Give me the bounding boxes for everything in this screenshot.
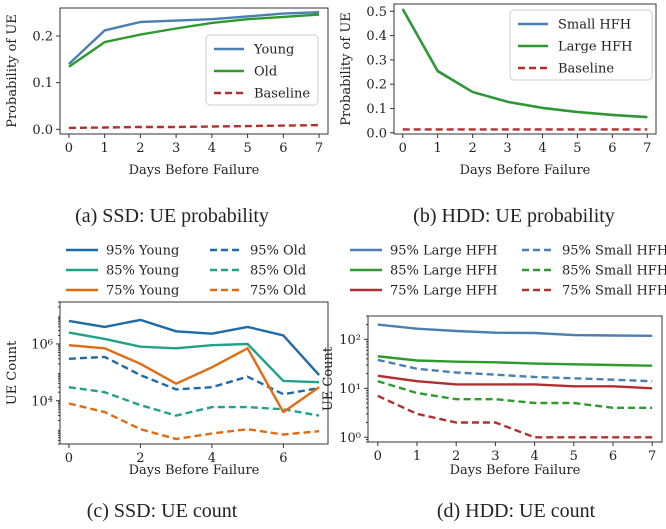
legend-label: 95% Small HFH [562, 244, 666, 259]
x-tick-label: 4 [530, 449, 538, 464]
y-axis-label: UE Count [5, 340, 20, 405]
series-line-95-small-hfh [377, 358, 653, 383]
chart-d: 0 1 2 3 4 5 6 7 10⁰ 10¹ 10² Days Before Failure UE C… [321, 244, 666, 523]
plot-frame [367, 315, 663, 443]
y-tick-label: 0.1 [366, 102, 387, 117]
x-tick-label: 1 [101, 141, 109, 156]
legend-box [509, 9, 653, 81]
x-tick-label: 4 [208, 141, 216, 156]
series-line-95-old [68, 355, 320, 396]
y-tick-label: 0.4 [366, 29, 387, 44]
legend-label: 75% Young [106, 284, 179, 299]
x-tick-label: 2 [452, 449, 460, 464]
y-tick-label: 10⁴ [31, 394, 53, 409]
legend-label: 75% Old [250, 284, 306, 299]
series-line-85-old [68, 386, 320, 417]
y-tick-label: 0.2 [32, 30, 53, 45]
legend-label: 75% Small HFH [562, 284, 666, 299]
legend-label: 85% Young [106, 264, 179, 279]
legend-label: Small HFH [558, 18, 631, 33]
chart-c: 0 2 4 6 10⁴ 10⁶ Days Before Failure UE Count 95%… [5, 244, 329, 522]
x-axis-label: Days Before Failure [450, 463, 581, 478]
legend-label: 95% Large HFH [390, 244, 497, 259]
y-axis-label: UE Count [321, 346, 336, 411]
x-tick-label: 0 [374, 449, 382, 464]
x-axis-label: Days Before Failure [129, 163, 260, 178]
x-tick-label: 5 [573, 141, 581, 156]
x-tick-label: 0 [65, 451, 73, 466]
legend-label: Old [254, 65, 277, 80]
legend-label: 75% Large HFH [390, 284, 497, 299]
legend-label: Large HFH [558, 40, 632, 55]
series-line-85-small-hfh [377, 380, 653, 409]
x-tick-label: 0 [399, 141, 407, 156]
y-tick-label: 10⁶ [31, 337, 53, 352]
x-tick-label: 7 [315, 141, 323, 156]
series-line-75-young [68, 344, 320, 414]
chart-caption: (c) SSD: UE count [87, 500, 238, 522]
legend-label: 85% Small HFH [562, 264, 666, 279]
y-tick-label: 0.1 [32, 76, 53, 91]
x-tick-label: 7 [648, 449, 656, 464]
legend-label: Baseline [558, 62, 614, 77]
y-tick-label: 0.0 [32, 123, 53, 138]
series-line-young [68, 11, 320, 65]
y-tick-label: 10¹ [339, 382, 361, 397]
series-line-95-large-hfh [377, 323, 653, 337]
series-line-large-hfh [401, 8, 648, 119]
plot-frame [59, 7, 329, 135]
x-tick-label: 7 [643, 141, 651, 156]
y-tick-label: 0.5 [366, 5, 387, 20]
legend-label: 85% Large HFH [390, 264, 497, 279]
x-tick-label: 0 [65, 141, 73, 156]
x-tick-label: 3 [491, 449, 499, 464]
y-axis-label: Probability of UE [5, 14, 20, 128]
series-line-75-small-hfh [377, 394, 653, 439]
series-line-95-young [68, 318, 320, 376]
x-tick-label: 6 [608, 141, 616, 156]
x-tick-label: 4 [208, 451, 216, 466]
y-tick-label: 10² [339, 333, 361, 348]
x-tick-label: 1 [434, 141, 442, 156]
series-line-75-old [68, 402, 320, 441]
series-line-75-large-hfh [377, 374, 653, 390]
x-axis-label: Days Before Failure [129, 463, 260, 478]
series-line-85-young [68, 331, 320, 384]
y-tick-label: 0.2 [366, 78, 387, 93]
x-tick-label: 2 [136, 451, 144, 466]
x-tick-label: 6 [279, 451, 287, 466]
y-tick-label: 0.3 [366, 53, 387, 68]
legend-box [205, 34, 319, 106]
x-tick-label: 2 [136, 141, 144, 156]
legend-label: 95% Young [106, 244, 179, 259]
x-tick-label: 6 [609, 449, 617, 464]
legend-label: 85% Old [250, 264, 306, 279]
series-line-baseline [68, 123, 320, 130]
x-tick-label: 6 [279, 141, 287, 156]
chart-caption: (a) SSD: UE probability [75, 205, 269, 227]
series-line-85-large-hfh [377, 355, 653, 367]
chart-b: 0 1 2 3 4 5 6 7 0.0 0.1 0.2 0.3 0.4 0.5 Days Before Fa… [339, 3, 657, 227]
legend-label: 95% Old [250, 244, 306, 259]
x-tick-label: 3 [172, 141, 180, 156]
series-line-old [68, 13, 320, 68]
chart-a: 0 1 2 3 4 5 6 7 0.0 0.1 0.2 Days Before Failure Prob… [5, 7, 329, 227]
y-tick-label: 0.0 [366, 126, 387, 141]
x-tick-label: 2 [468, 141, 476, 156]
y-tick-label: 10⁰ [339, 431, 361, 446]
chart-caption: (d) HDD: UE count [437, 500, 596, 522]
x-tick-label: 5 [243, 141, 251, 156]
plot-frame [393, 3, 657, 135]
x-tick-label: 5 [570, 449, 578, 464]
plot-frame [59, 301, 329, 445]
x-tick-label: 1 [413, 449, 421, 464]
x-tick-label: 3 [503, 141, 511, 156]
y-axis-label: Probability of UE [339, 12, 354, 126]
x-axis-label: Days Before Failure [460, 163, 591, 178]
legend-label: Baseline [254, 87, 310, 102]
chart-caption: (b) HDD: UE probability [413, 205, 615, 227]
legend-label: Young [253, 43, 294, 58]
x-tick-label: 4 [538, 141, 546, 156]
